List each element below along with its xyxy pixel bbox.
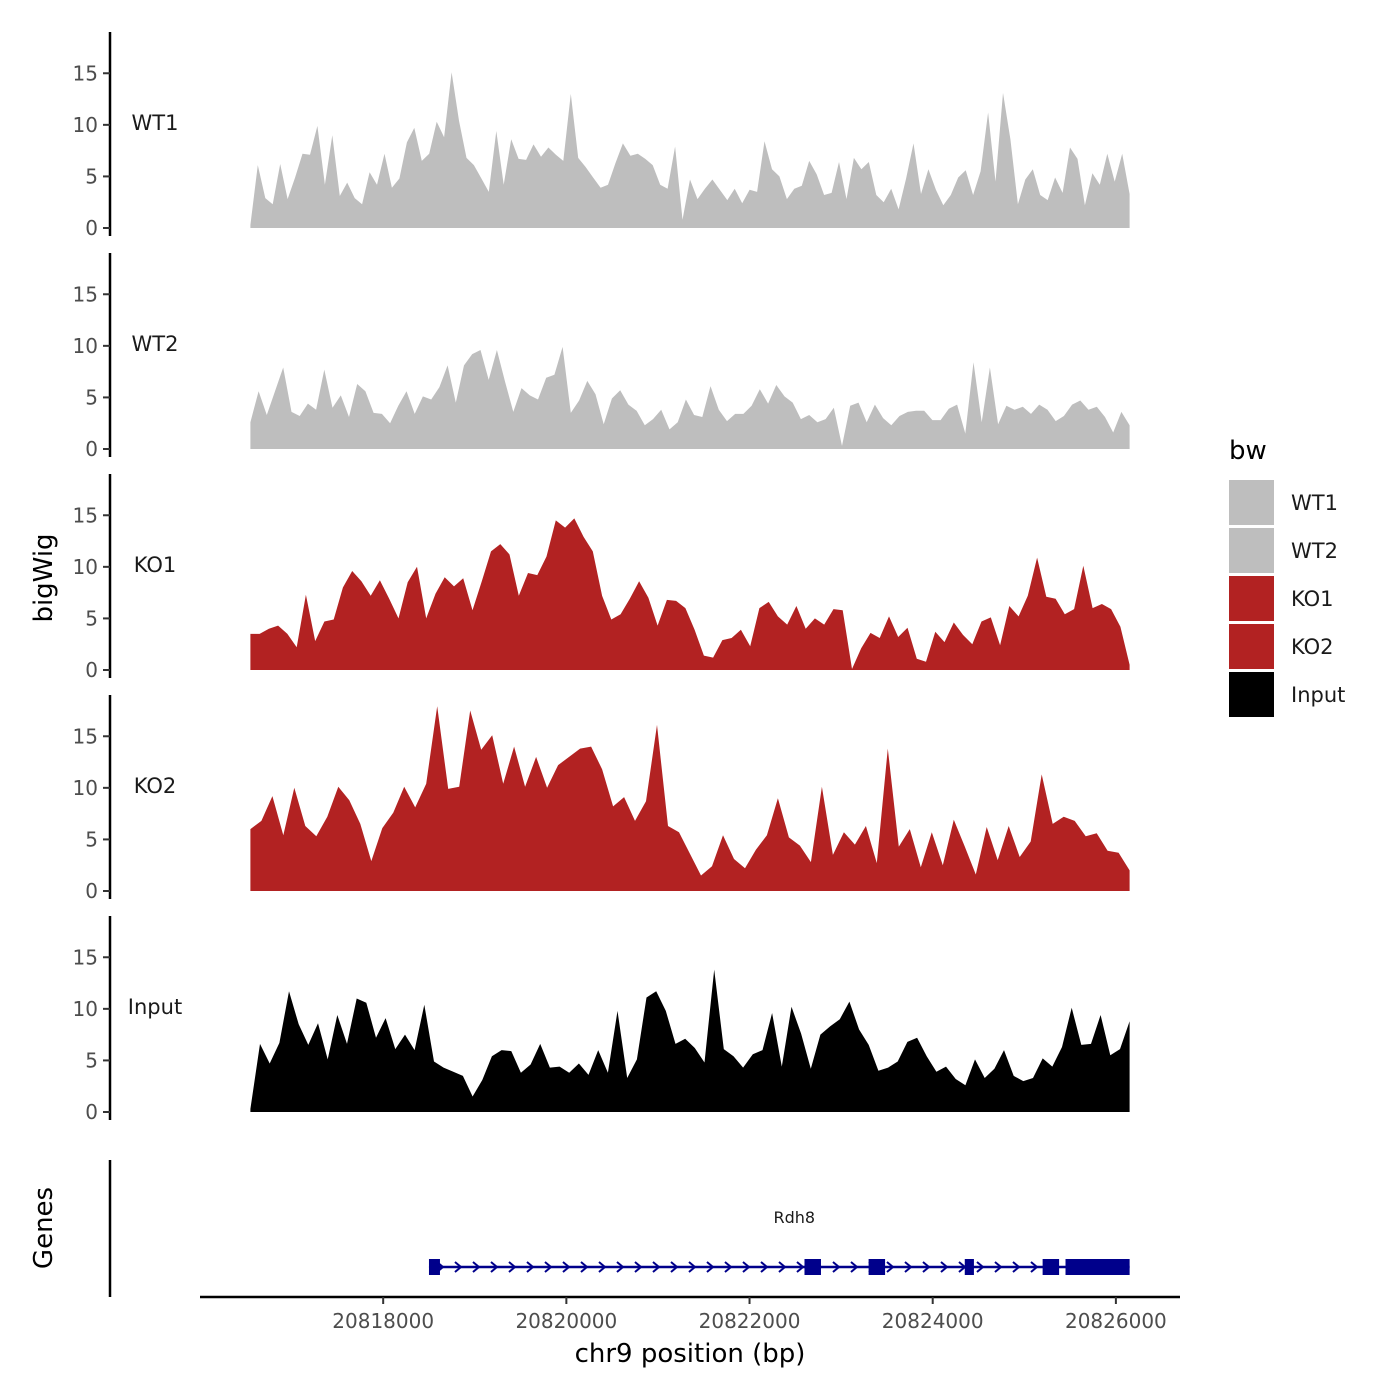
track-ko2: 0 5 10 15 KO2 bbox=[73, 695, 1130, 903]
track-label-wt1: WT1 bbox=[132, 111, 179, 135]
gene-strand-arrow bbox=[562, 1261, 571, 1273]
coverage-area-ko1 bbox=[250, 518, 1130, 670]
gene-strand-arrow bbox=[850, 1261, 859, 1273]
y-tick-label: 5 bbox=[85, 1048, 98, 1072]
gene-strand-arrow bbox=[472, 1261, 481, 1273]
gene-strand-arrow bbox=[652, 1261, 661, 1273]
gene-strand-arrow bbox=[1012, 1261, 1021, 1273]
gene-exon bbox=[868, 1259, 886, 1275]
track-input: 0 5 10 15 Input bbox=[73, 916, 1130, 1124]
track-label-ko1: KO1 bbox=[134, 553, 177, 577]
coverage-area-wt1 bbox=[250, 72, 1130, 228]
gene-strand-arrow bbox=[670, 1261, 679, 1273]
coverage-area-ko2 bbox=[250, 706, 1130, 891]
gene-strand-arrow bbox=[796, 1261, 805, 1273]
gene-strand-arrow bbox=[508, 1261, 517, 1273]
y-tick-label: 15 bbox=[73, 945, 98, 969]
y-tick-label: 5 bbox=[85, 827, 98, 851]
gene-exon bbox=[1065, 1259, 1130, 1275]
y-tick-label: 10 bbox=[73, 113, 98, 137]
y-tick-label: 15 bbox=[73, 282, 98, 306]
y-tick-label: 10 bbox=[73, 997, 98, 1021]
y-tick-label: 5 bbox=[85, 606, 98, 630]
legend-label-wt2: WT2 bbox=[1291, 539, 1338, 563]
genes-axis-title: Genes bbox=[29, 1187, 59, 1269]
y-tick-label: 0 bbox=[85, 437, 98, 461]
gene-strand-arrow bbox=[724, 1261, 733, 1273]
legend-key-input bbox=[1229, 672, 1274, 717]
x-tick-label: 20818000 bbox=[332, 1309, 434, 1333]
gene-strand-arrow bbox=[688, 1261, 697, 1273]
gene-panel: Rdh8 bbox=[108, 1160, 1130, 1297]
gene-exon bbox=[428, 1259, 440, 1275]
gene-strand-arrow bbox=[976, 1261, 985, 1273]
y-tick-label: 10 bbox=[73, 555, 98, 579]
track-wt2: 0 5 10 15 WT2 bbox=[73, 253, 1130, 461]
track-label-input: Input bbox=[128, 995, 182, 1019]
gene-strand-arrow bbox=[706, 1261, 715, 1273]
gene-strand-arrow bbox=[1030, 1261, 1039, 1273]
gene-strand-arrow bbox=[526, 1261, 535, 1273]
x-axis-title: chr9 position (bp) bbox=[575, 1339, 806, 1369]
x-tick-label: 20822000 bbox=[699, 1309, 801, 1333]
gene-strand-arrow bbox=[616, 1261, 625, 1273]
x-tick-label: 20826000 bbox=[1065, 1309, 1167, 1333]
gene-strand-arrow bbox=[904, 1261, 913, 1273]
gene-exon bbox=[964, 1259, 974, 1275]
legend-label-ko2: KO2 bbox=[1291, 635, 1334, 659]
gene-label: Rdh8 bbox=[774, 1208, 816, 1227]
gene-strand-arrow bbox=[940, 1261, 949, 1273]
coverage-area-input bbox=[250, 969, 1130, 1112]
legend-label-input: Input bbox=[1291, 683, 1345, 707]
coverage-tracks: 0 5 10 15 WT1 0 5 10 15 WT2 0 5 10 15 KO1 0 5 10 15 KO2 0 5 10… bbox=[73, 32, 1130, 1124]
y-tick-label: 15 bbox=[73, 724, 98, 748]
gene-strand-arrow bbox=[490, 1261, 499, 1273]
y-tick-label: 15 bbox=[73, 61, 98, 85]
y-tick-label: 0 bbox=[85, 1100, 98, 1124]
y-tick-label: 0 bbox=[85, 216, 98, 240]
gene-strand-arrow bbox=[598, 1261, 607, 1273]
legend-key-wt1 bbox=[1229, 480, 1274, 525]
gene-strand-arrow bbox=[832, 1261, 841, 1273]
legend-label-ko1: KO1 bbox=[1291, 587, 1334, 611]
x-tick-label: 20820000 bbox=[515, 1309, 617, 1333]
legend: bw WT1 WT2 KO1 KO2 Input bbox=[1229, 436, 1345, 717]
gene-exon bbox=[1042, 1259, 1060, 1275]
gene-strand-arrow bbox=[760, 1261, 769, 1273]
gene-strand-arrow bbox=[634, 1261, 643, 1273]
gene-strand-arrow bbox=[454, 1261, 463, 1273]
gene-strand-arrow bbox=[994, 1261, 1003, 1273]
gene-strand-arrow bbox=[544, 1261, 553, 1273]
y-tick-label: 0 bbox=[85, 879, 98, 903]
x-tick-label: 20824000 bbox=[882, 1309, 984, 1333]
gene-strand-arrow bbox=[922, 1261, 931, 1273]
y-tick-label: 15 bbox=[73, 503, 98, 527]
gene-strand-arrow bbox=[580, 1261, 589, 1273]
gene-exon bbox=[804, 1259, 821, 1275]
legend-key-wt2 bbox=[1229, 528, 1274, 573]
y-tick-label: 5 bbox=[85, 385, 98, 409]
legend-label-wt1: WT1 bbox=[1291, 491, 1338, 515]
y-tick-label: 10 bbox=[73, 334, 98, 358]
track-wt1: 0 5 10 15 WT1 bbox=[73, 32, 1130, 240]
y-axis-title: bigWig bbox=[29, 533, 59, 622]
x-axis: 20818000 20820000 20822000 20824000 20826000 bbox=[200, 1295, 1180, 1333]
gene-strand-arrow bbox=[778, 1261, 787, 1273]
y-tick-label: 10 bbox=[73, 776, 98, 800]
y-tick-label: 5 bbox=[85, 164, 98, 188]
track-label-ko2: KO2 bbox=[134, 774, 177, 798]
track-ko1: 0 5 10 15 KO1 bbox=[73, 474, 1130, 682]
track-label-wt2: WT2 bbox=[132, 332, 179, 356]
gene-strand-arrow bbox=[742, 1261, 751, 1273]
legend-key-ko1 bbox=[1229, 576, 1274, 621]
gene-strand-arrow bbox=[886, 1261, 895, 1273]
legend-key-ko2 bbox=[1229, 624, 1274, 669]
y-tick-label: 0 bbox=[85, 658, 98, 682]
legend-title: bw bbox=[1229, 436, 1267, 466]
coverage-area-wt2 bbox=[250, 346, 1130, 449]
